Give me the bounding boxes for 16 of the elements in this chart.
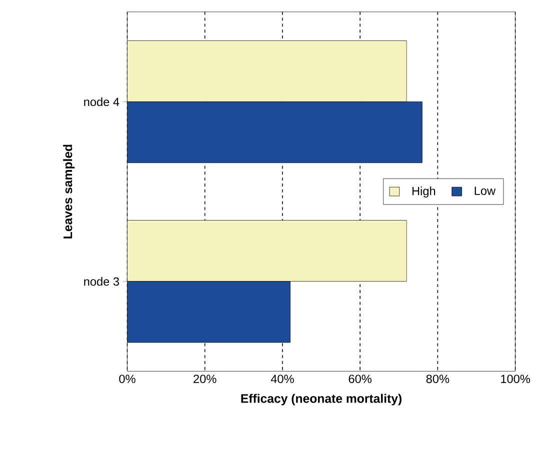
bar — [127, 40, 407, 102]
legend-label: High — [412, 186, 436, 198]
bar — [127, 101, 422, 163]
x-tick-label: 80% — [426, 374, 450, 383]
bar — [127, 280, 290, 342]
y-tick-label: node 4 — [84, 97, 120, 106]
x-tick-label: 100% — [501, 374, 530, 383]
y-tick-label: node 3 — [84, 276, 120, 286]
y-axis-title: Leaves sampled — [63, 144, 75, 238]
x-tick-label: 20% — [194, 374, 216, 383]
legend-label: Low — [474, 186, 496, 195]
x-tick-label: 0% — [119, 374, 136, 383]
bar — [127, 220, 407, 282]
x-tick-label: 40% — [270, 374, 294, 383]
x-tick-label: 60% — [348, 374, 372, 383]
x-axis-title: Efficacy (neonate mortality) — [241, 394, 402, 406]
